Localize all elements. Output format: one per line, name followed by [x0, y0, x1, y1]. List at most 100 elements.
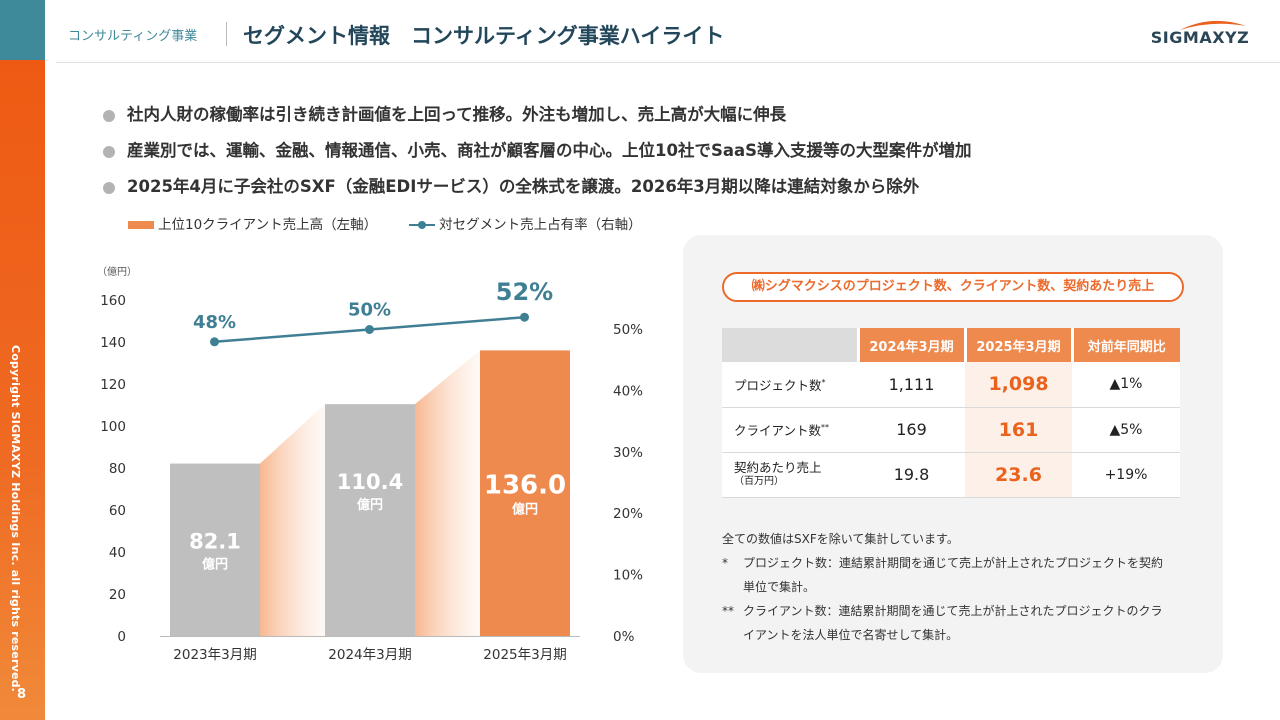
- bar-connector: [415, 350, 480, 636]
- side-bar: [0, 60, 45, 720]
- note-client: ** クライアント数：連結累計期間を通じて売上が計上されたプロジェクトのクラ: [722, 599, 1163, 623]
- note-project: * プロジェクト数：連結累計期間を通じて売上が計上されたプロジェクトを契約: [722, 551, 1163, 575]
- value-change: ▲1%: [1072, 362, 1180, 408]
- logo-swoosh-icon: [1180, 20, 1246, 30]
- bullet-list: 社内人財の稼働率は引き続き計画値を上回って推移。外注も増加し、売上高が大幅に伸長…: [103, 103, 972, 211]
- kpi-header-2024: 2024年3月期: [858, 328, 967, 362]
- bar-value-label: 136.0: [484, 470, 566, 500]
- legend-bar-label: 上位10クライアント売上高（左軸）: [158, 217, 378, 233]
- note-project-cont: 単位で集計。: [722, 575, 1163, 599]
- header-divider: [226, 22, 227, 46]
- note-text: プロジェクト数：連結累計期間を通じて売上が計上されたプロジェクトを契約: [743, 556, 1164, 570]
- y2-tick-label: 50%: [613, 322, 643, 338]
- row-label: 契約あたり売上 （百万円）: [722, 452, 858, 498]
- logo-text: SIGMAXYZ: [1150, 28, 1250, 47]
- y-tick-label: 20: [109, 587, 126, 603]
- kpi-table: 2024年3月期 2025年3月期 対前年同期比 プロジェクト数* 1,111 …: [722, 328, 1180, 498]
- bar-unit-label: 億円: [512, 501, 538, 517]
- note-text: クライアント数：連結累計期間を通じて売上が計上されたプロジェクトのクラ: [743, 604, 1163, 618]
- header-rule: [56, 62, 1280, 63]
- value-2025: 23.6: [965, 452, 1072, 498]
- bar: [170, 463, 260, 636]
- bullet-text: 2025年4月に子会社のSXF（金融EDIサービス）の全株式を譲渡。2026年3…: [127, 177, 920, 196]
- header-teal-block: [0, 0, 45, 60]
- value-change: ▲5%: [1072, 407, 1180, 453]
- note-main: 全ての数値はSXFを除いて集計しています。: [722, 532, 959, 546]
- bar-unit-label: 億円: [357, 497, 383, 513]
- page-number: 8: [17, 687, 27, 702]
- y2-tick-label: 10%: [613, 568, 643, 584]
- bar-value-label: 82.1: [189, 530, 241, 554]
- bullet-item: 産業別では、運輸、金融、情報通信、小売、商社が顧客層の中心。上位10社でSaaS…: [103, 139, 972, 175]
- note-mark: *: [722, 556, 728, 570]
- bullet-text: 社内人財の稼働率は引き続き計画値を上回って推移。外注も増加し、売上高が大幅に伸長: [127, 105, 787, 124]
- note-text: 単位で集計。: [743, 580, 816, 594]
- note-client-cont: イアントを法人単位で名寄せして集計。: [722, 623, 1163, 647]
- share-point: [210, 337, 219, 347]
- bullet-item: 社内人財の稼働率は引き続き計画値を上回って推移。外注も増加し、売上高が大幅に伸長: [103, 103, 972, 139]
- row-label: クライアント数**: [722, 407, 858, 453]
- footnotes: 全ての数値はSXFを除いて集計しています。 * プロジェクト数：連結累計期間を通じ…: [722, 527, 1163, 647]
- bullet-item: 2025年4月に子会社のSXF（金融EDIサービス）の全株式を譲渡。2026年3…: [103, 175, 972, 211]
- y-tick-label: 160: [100, 293, 126, 309]
- y-tick-label: 120: [100, 377, 126, 393]
- bar: [480, 350, 570, 636]
- y-tick-label: 60: [109, 503, 126, 519]
- share-label: 50%: [348, 300, 391, 321]
- value-change: +19%: [1072, 452, 1180, 498]
- y-tick-label: 80: [109, 461, 126, 477]
- share-line: [214, 315, 525, 344]
- bullet-text: 産業別では、運輸、金融、情報通信、小売、商社が顧客層の中心。上位10社でSaaS…: [127, 141, 972, 160]
- chart-legend: 上位10クライアント売上高（左軸） 対セグメント売上占有率（右軸）: [128, 213, 642, 233]
- y-axis-unit: （億円）: [97, 265, 137, 278]
- bar-value-label: 110.4: [337, 470, 403, 494]
- share-point: [365, 325, 374, 334]
- row-label-text: クライアント数: [734, 423, 822, 439]
- bullet-dot-icon: [103, 182, 115, 194]
- share-label: 52%: [496, 278, 553, 306]
- section-label: コンサルティング事業: [68, 29, 198, 44]
- legend-bar-swatch: [128, 221, 154, 229]
- y-tick-label: 140: [100, 335, 126, 351]
- kpi-header-2025: 2025年3月期: [965, 328, 1074, 362]
- copyright-text: Copyright SIGMAXYZ Holdings Inc. all rig…: [9, 345, 22, 693]
- value-2025: 1,098: [965, 362, 1072, 408]
- kpi-header-change: 対前年同期比: [1072, 328, 1180, 362]
- legend-line-swatch: [409, 221, 436, 229]
- x-tick-label: 2023年3月期: [173, 647, 256, 663]
- company-logo: SIGMAXYZ: [1140, 16, 1260, 50]
- page-title: セグメント情報 コンサルティング事業ハイライト: [243, 24, 725, 48]
- row-label: プロジェクト数*: [722, 362, 858, 408]
- value-2024: 1,111: [858, 362, 965, 408]
- row-label-text: 契約あたり売上: [734, 459, 822, 475]
- row-label-mark: *: [821, 377, 826, 387]
- value-2025: 161: [965, 407, 1072, 453]
- value-2024: 169: [858, 407, 965, 453]
- bullet-dot-icon: [103, 110, 115, 122]
- x-tick-label: 2025年3月期: [483, 647, 566, 663]
- kpi-title: ㈱シグマクシスのプロジェクト数、クライアント数、契約あたり売上: [722, 272, 1184, 302]
- row-label-mark: **: [821, 422, 830, 432]
- row-label-text: プロジェクト数: [734, 377, 822, 393]
- y2-tick-label: 40%: [613, 383, 643, 399]
- share-label: 48%: [193, 312, 236, 333]
- table-row: プロジェクト数* 1,111 1,098 ▲1%: [722, 362, 1180, 408]
- share-point: [520, 312, 529, 322]
- legend-line-label: 対セグメント売上占有率（右軸）: [439, 217, 642, 233]
- y-tick-label: 40: [109, 545, 126, 561]
- kpi-header-row: 2024年3月期 2025年3月期 対前年同期比: [722, 328, 1180, 362]
- note-text: イアントを法人単位で名寄せして集計。: [743, 628, 959, 642]
- y-tick-label: 100: [100, 419, 126, 435]
- y-tick-label: 0: [117, 629, 126, 645]
- value-2024: 19.8: [858, 452, 965, 498]
- y2-tick-label: 20%: [613, 506, 643, 522]
- table-row: クライアント数** 169 161 ▲5%: [722, 407, 1180, 453]
- row-label-sub: （百万円）: [734, 475, 784, 487]
- bullet-dot-icon: [103, 146, 115, 158]
- table-row: 契約あたり売上 （百万円） 19.8 23.6 +19%: [722, 452, 1180, 498]
- y2-tick-label: 30%: [613, 445, 643, 461]
- bar-unit-label: 億円: [202, 557, 228, 573]
- note-mark: **: [722, 604, 734, 618]
- bar: [325, 404, 415, 636]
- y2-tick-label: 0%: [613, 629, 635, 645]
